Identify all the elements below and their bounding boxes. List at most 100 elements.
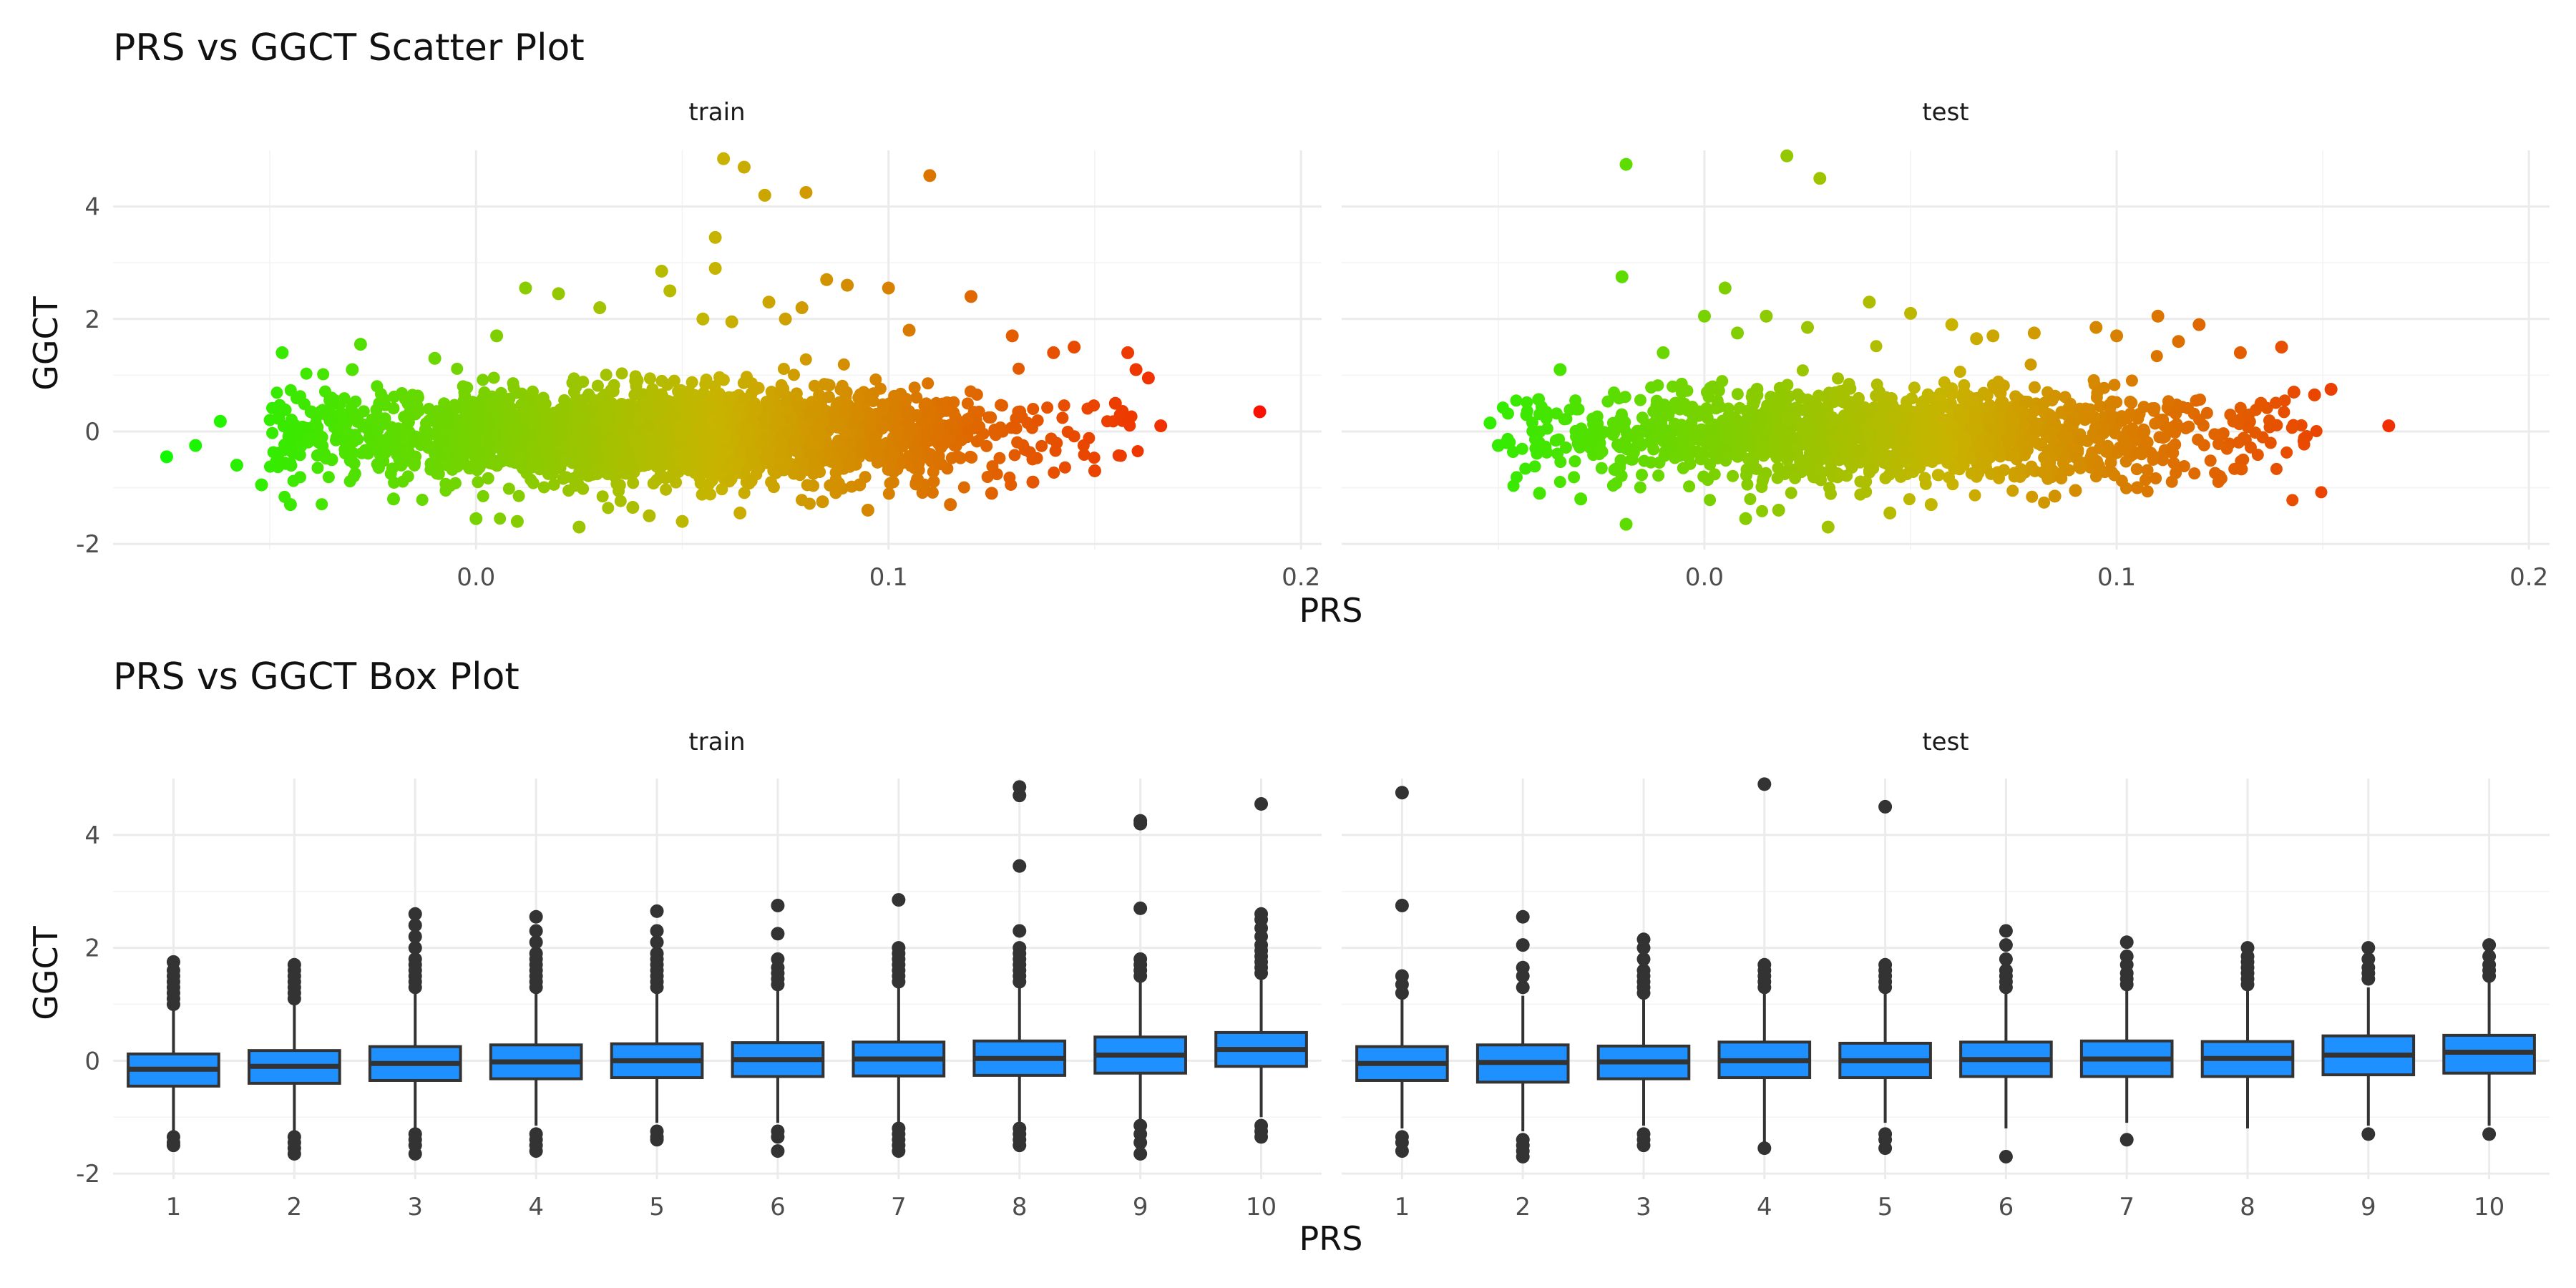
scatter-point xyxy=(450,426,463,439)
scatter-point xyxy=(545,409,557,422)
scatter-point xyxy=(661,379,674,391)
scatter-point xyxy=(1789,472,1802,484)
scatter-point xyxy=(645,454,658,467)
scatter-point xyxy=(810,463,823,476)
scatter-point xyxy=(1885,391,1898,404)
scatter-point xyxy=(1770,404,1783,417)
scatter-point xyxy=(795,301,809,315)
x-tick-label: 4 xyxy=(1757,1193,1772,1221)
scatter-point xyxy=(2024,358,2037,371)
scatter-point xyxy=(1883,506,1897,519)
scatter-point xyxy=(2212,437,2225,450)
box-outlier xyxy=(287,1147,301,1161)
box-outlier xyxy=(650,924,664,938)
box-outlier xyxy=(1013,924,1027,938)
x-tick-label: 8 xyxy=(2240,1193,2255,1221)
box-outlier xyxy=(892,1144,906,1158)
scatter-point xyxy=(1936,436,1949,449)
scatter-point xyxy=(1510,471,1523,484)
scatter-point xyxy=(2149,417,2162,430)
scatter-point xyxy=(694,452,707,465)
scatter-point xyxy=(2315,486,2328,499)
scatter-point xyxy=(1571,437,1584,450)
scatter-point xyxy=(1088,452,1101,464)
scatter-point xyxy=(618,419,630,431)
scatter-point xyxy=(823,446,836,459)
scatter-point xyxy=(1904,306,1918,320)
scatter-point xyxy=(1108,396,1122,410)
scatter-point xyxy=(1058,399,1070,412)
x-tick-label: 0.1 xyxy=(869,563,908,592)
scatter-point xyxy=(1574,492,1588,506)
scatter-point xyxy=(1568,455,1581,468)
scatter-point xyxy=(797,419,810,431)
scatter-point xyxy=(2158,431,2171,444)
x-tick-label: 2 xyxy=(1515,1193,1531,1221)
box-outlier xyxy=(1013,859,1027,873)
scatter-point xyxy=(1867,417,1880,430)
scatter-point xyxy=(520,411,533,424)
x-tick-label: 8 xyxy=(1012,1193,1028,1221)
scatter-point xyxy=(2105,466,2118,479)
scatter-point xyxy=(869,430,882,443)
scatter-point xyxy=(230,459,243,472)
scatter-point xyxy=(605,384,618,396)
box-outlier xyxy=(892,941,906,955)
scatter-point xyxy=(2110,396,2123,409)
scatter-point xyxy=(910,391,923,404)
scatter-point xyxy=(2270,419,2283,431)
scatter-point xyxy=(911,472,924,486)
scatter-point xyxy=(2016,437,2029,450)
scatter-point xyxy=(2069,484,2082,497)
scatter-point xyxy=(605,435,618,448)
scatter-point xyxy=(1129,363,1143,376)
scatter-point xyxy=(614,494,627,507)
scatter-point xyxy=(1863,296,1876,309)
scatter-point xyxy=(1112,449,1125,462)
x-tick-label: 0.2 xyxy=(1282,563,1320,592)
scatter-point xyxy=(567,472,580,485)
scatter-point xyxy=(1636,469,1649,482)
box-outlier xyxy=(2240,941,2255,955)
scatter-point xyxy=(972,434,985,447)
scatter-point xyxy=(464,462,477,474)
scatter-point xyxy=(1011,436,1024,449)
scatter-point xyxy=(2002,436,2015,449)
scatter-point xyxy=(1619,157,1633,171)
box-outlier xyxy=(1395,898,1409,912)
scatter-point xyxy=(2169,438,2182,451)
scatter-point xyxy=(323,410,336,423)
scatter-point xyxy=(888,402,901,415)
scatter-point xyxy=(932,455,945,468)
scatter-point xyxy=(2028,381,2041,394)
scatter-point xyxy=(372,461,385,474)
scatter-point xyxy=(487,371,500,384)
scatter-point xyxy=(449,477,462,489)
box-outlier xyxy=(1636,1138,1651,1153)
scatter-point xyxy=(399,446,412,459)
x-tick-label: 7 xyxy=(2119,1193,2135,1221)
scatter-point xyxy=(1606,479,1619,492)
scatter-point xyxy=(1946,387,1959,400)
scatter-point xyxy=(799,185,813,199)
scatter-point xyxy=(2109,427,2122,440)
scatter-point xyxy=(567,372,580,385)
y-tick-label: -2 xyxy=(76,1160,100,1189)
scatter-point xyxy=(1718,444,1731,457)
scatter-point xyxy=(2006,449,2019,462)
scatter-point xyxy=(2243,408,2255,421)
scatter-point xyxy=(552,287,565,301)
scatter-point xyxy=(510,514,524,528)
scatter-point xyxy=(721,462,734,474)
scatter-point xyxy=(1662,409,1675,421)
x-tick-label: 3 xyxy=(407,1193,423,1221)
scatter-point xyxy=(1702,390,1715,403)
scatter-point xyxy=(1772,462,1785,474)
scatter-point xyxy=(600,369,613,381)
scatter-point xyxy=(923,169,937,182)
scatter-point xyxy=(1005,329,1019,343)
scatter-point xyxy=(2076,434,2089,447)
scatter-point xyxy=(362,447,375,460)
scatter-point xyxy=(839,428,852,441)
